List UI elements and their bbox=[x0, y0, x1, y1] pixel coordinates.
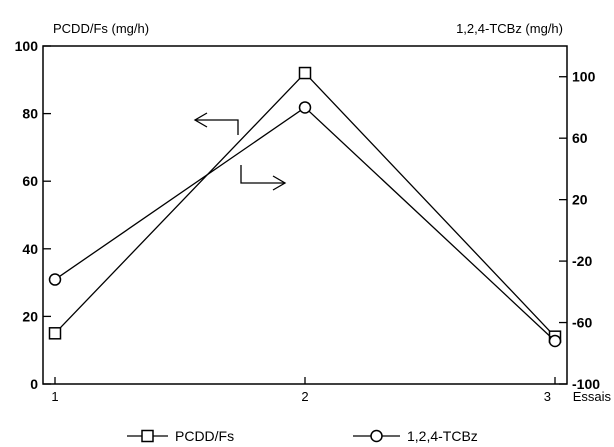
left-axis-indicator-arrow bbox=[195, 119, 239, 135]
left-tick-label: 40 bbox=[22, 241, 38, 257]
right-tick-label: -60 bbox=[572, 315, 592, 331]
right-axis-title: 1,2,4-TCBz (mg/h) bbox=[456, 21, 563, 36]
left-tick-label: 60 bbox=[22, 173, 38, 189]
data-point-1-2-4-tcbz bbox=[548, 334, 562, 348]
left-axis-ticks: 0 20 40 60 80 100 bbox=[15, 38, 51, 392]
x-tick-label: 1 bbox=[51, 389, 58, 404]
right-tick-label: -100 bbox=[572, 376, 600, 392]
left-tick-label: 20 bbox=[22, 308, 38, 324]
right-axis-ticks: -100 -60 -20 20 60 100 bbox=[559, 69, 600, 392]
left-tick-label: 100 bbox=[15, 38, 39, 54]
plot-frame bbox=[42, 45, 568, 385]
legend-label-pcdd-fs: PCDD/Fs bbox=[175, 428, 234, 444]
x-tick-label: 2 bbox=[301, 389, 308, 404]
right-axis-indicator-arrow bbox=[240, 165, 285, 184]
x-axis-title: Essais bbox=[573, 389, 612, 404]
left-arrowhead bbox=[193, 112, 208, 128]
x-axis-ticks: 1 2 3 Essais bbox=[51, 377, 611, 404]
left-tick-label: 0 bbox=[30, 376, 38, 392]
legend-marker-pcdd-fs bbox=[141, 429, 154, 443]
right-tick-label: 60 bbox=[572, 130, 588, 146]
legend: PCDD/Fs 1,2,4-TCBz bbox=[127, 428, 478, 444]
right-tick-label: 100 bbox=[572, 69, 596, 85]
data-point-pcdd-fs bbox=[48, 327, 62, 340]
right-arrowhead bbox=[272, 175, 287, 191]
right-tick-label: 20 bbox=[572, 192, 588, 208]
left-axis-title: PCDD/Fs (mg/h) bbox=[53, 21, 149, 36]
x-tick-label: 3 bbox=[544, 389, 551, 404]
data-point-pcdd-fs bbox=[298, 66, 312, 80]
series-line-1-2-4-tcbz bbox=[54, 106, 556, 342]
series-layer bbox=[48, 66, 562, 348]
left-tick-label: 80 bbox=[22, 106, 38, 122]
data-point-1-2-4-tcbz bbox=[48, 273, 62, 286]
right-tick-label: -20 bbox=[572, 253, 592, 269]
data-point-1-2-4-tcbz bbox=[298, 101, 312, 114]
legend-marker-1-2-4-tcbz bbox=[370, 429, 383, 443]
legend-label-1-2-4-tcbz: 1,2,4-TCBz bbox=[407, 428, 478, 444]
